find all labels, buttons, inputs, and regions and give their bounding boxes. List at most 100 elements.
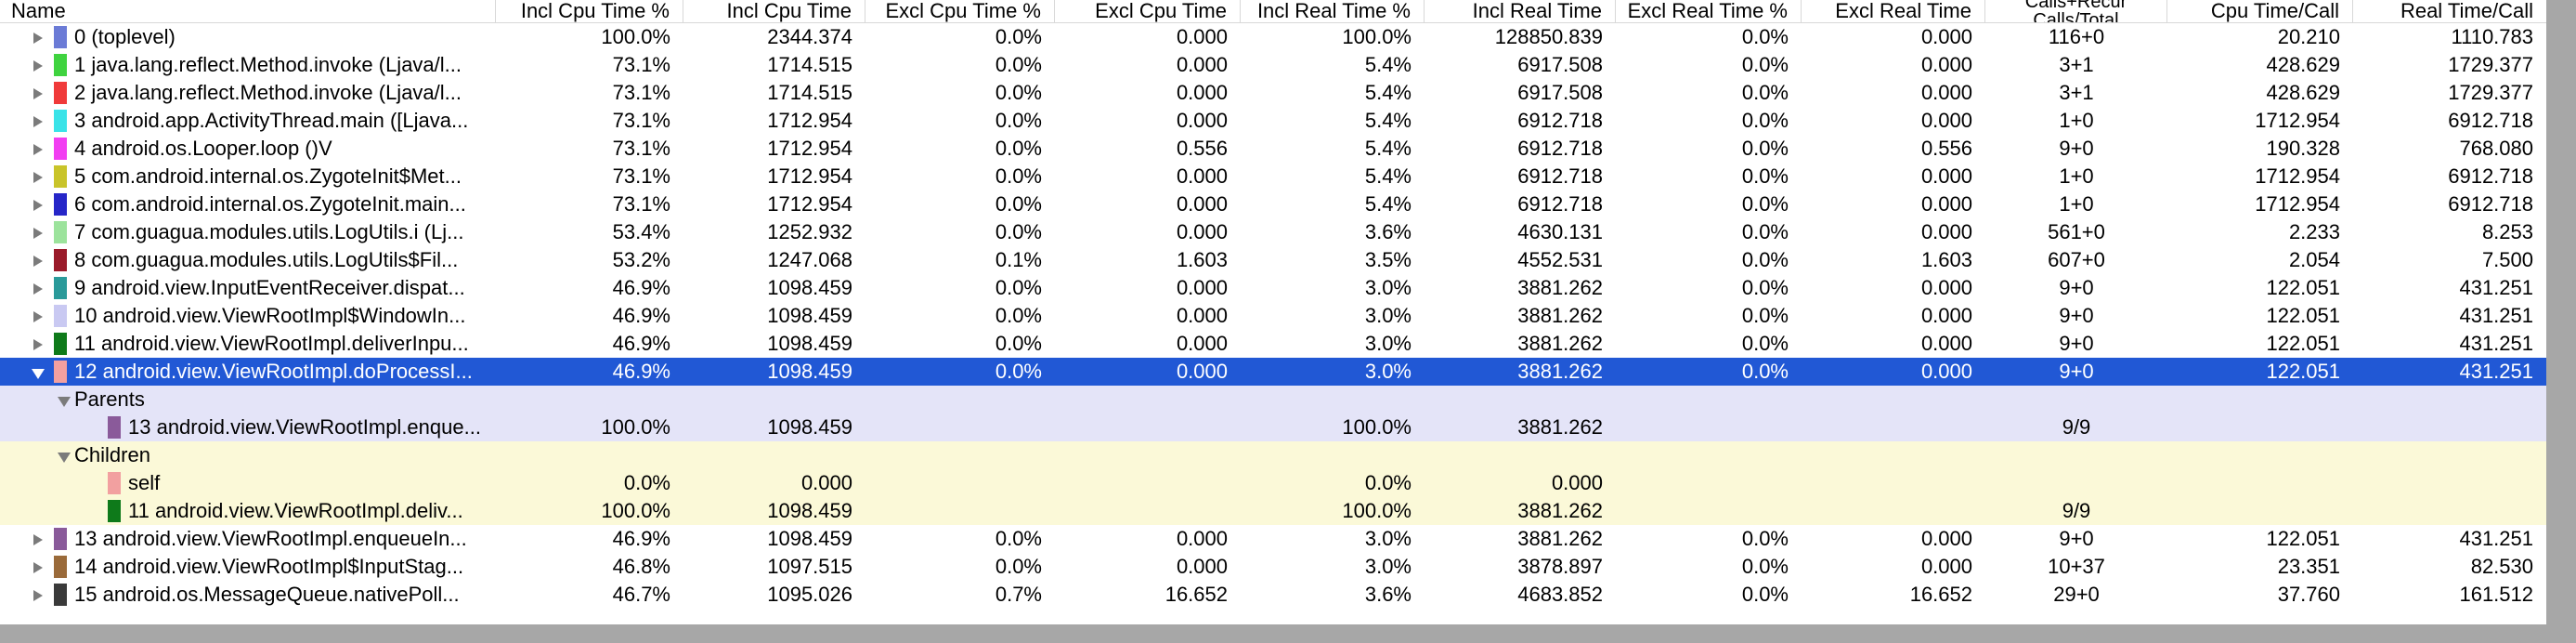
cell-incl-cpu-pct: 46.8% [612,555,670,578]
row-name-cell: 11 android.view.ViewRootImpl.deliverInpu… [0,330,496,358]
table-row[interactable]: 12 android.view.ViewRootImpl.doProcessI.… [0,358,2546,386]
table-row[interactable]: 7 com.guagua.modules.utils.LogUtils.i (L… [0,218,2546,246]
cell-incl-cpu: 1098.459 [767,527,852,550]
cell-incl-real-pct: 5.4% [1364,192,1412,216]
cell-incl-real-pct: 3.6% [1364,220,1412,243]
cell-excl-real-pct: 0.0% [1741,81,1789,104]
method-color-swatch [54,361,67,383]
cell-real-per-call: 6912.718 [2448,192,2533,216]
disclosure-expanded-icon[interactable] [58,397,71,407]
disclosure-collapsed-icon[interactable] [33,88,43,99]
cell-incl-cpu: 1714.515 [767,53,852,76]
cell-incl-cpu-pct: 73.1% [612,164,670,188]
disclosure-collapsed-icon[interactable] [33,60,43,72]
column-header-real-per-call[interactable]: Real Time/Call [2400,0,2533,22]
cell-excl-real: 0.000 [1920,164,1972,188]
table-row[interactable]: 11 android.view.ViewRootImpl.deliverInpu… [0,330,2546,358]
table-row[interactable]: 14 android.view.ViewRootImpl$InputStag..… [0,553,2546,581]
disclosure-collapsed-icon[interactable] [33,562,43,573]
cell-excl-cpu-pct: 0.0% [995,25,1042,48]
disclosure-collapsed-icon[interactable] [33,283,43,295]
cell-incl-cpu: 1247.068 [767,248,852,271]
row-name-cell: 10 android.view.ViewRootImpl$WindowIn... [0,302,496,330]
horizontal-scrollbar[interactable] [0,624,2576,643]
table-row[interactable]: 6 com.android.internal.os.ZygoteInit.mai… [0,190,2546,218]
column-header-name[interactable]: Name [0,0,496,22]
cell-incl-cpu: 1097.515 [767,555,852,578]
relation-row[interactable]: self 0.0% 0.000 0.0% 0.000 [0,469,2546,497]
disclosure-collapsed-icon[interactable] [33,172,43,183]
disclosure-collapsed-icon[interactable] [33,311,43,322]
column-header-cpu-per-call[interactable]: Cpu Time/Call [2167,0,2353,22]
cell-incl-real: 6912.718 [1517,137,1603,160]
children-section-header[interactable]: Children [0,441,2546,469]
cell-real-per-call: 431.251 [2459,304,2533,327]
relation-row[interactable]: 11 android.view.ViewRootImpl.deliv... 100… [0,497,2546,525]
method-color-swatch [54,82,67,104]
vertical-scrollbar[interactable] [2546,0,2576,643]
table-row[interactable]: 13 android.view.ViewRootImpl.enqueueIn..… [0,525,2546,553]
cell-excl-cpu-pct: 0.0% [995,53,1042,76]
method-name: 12 android.view.ViewRootImpl.doProcessI.… [74,360,473,383]
cell-incl-real: 4630.131 [1517,220,1603,243]
disclosure-collapsed-icon[interactable] [33,590,43,601]
disclosure-collapsed-icon[interactable] [33,33,43,44]
column-header-excl-real[interactable]: Excl Real Time [1802,0,1985,22]
table-row[interactable]: 0 (toplevel) 100.0% 2344.374 0.0% 0.000 100.0… [0,23,2546,51]
cell-incl-real-pct: 3.0% [1364,360,1412,383]
cell-calls: 607+0 [2048,248,2105,271]
column-header-excl-real-pct[interactable]: Excl Real Time % [1616,0,1802,22]
disclosure-collapsed-icon[interactable] [33,144,43,155]
cell-excl-cpu-pct: 0.0% [995,555,1042,578]
cell-excl-real-pct: 0.0% [1741,276,1789,299]
cell-incl-cpu: 1098.459 [767,360,852,383]
table-row[interactable]: 4 android.os.Looper.loop ()V 73.1% 1712.95… [0,135,2546,163]
table-row[interactable]: 10 android.view.ViewRootImpl$WindowIn...… [0,302,2546,330]
column-header-incl-cpu[interactable]: Incl Cpu Time [683,0,865,22]
cell-incl-cpu-pct: 73.1% [612,81,670,104]
table-row[interactable]: 9 android.view.InputEventReceiver.dispat… [0,274,2546,302]
row-name-cell: 14 android.view.ViewRootImpl$InputStag..… [0,553,496,581]
column-header-calls[interactable]: Calls+Recur Calls/Total [1985,0,2167,22]
disclosure-collapsed-icon[interactable] [33,339,43,350]
cell-calls: 116+0 [2048,25,2105,48]
cell-cpu-per-call: 2.233 [2288,220,2340,243]
cell-incl-real: 3881.262 [1517,360,1603,383]
cell-real-per-call: 6912.718 [2448,164,2533,188]
disclosure-collapsed-icon[interactable] [33,534,43,545]
method-name: 11 android.view.ViewRootImpl.deliverInpu… [74,332,469,355]
cell-excl-real: 0.556 [1920,137,1972,160]
cell-incl-real-pct: 3.0% [1364,527,1412,550]
table-row[interactable]: 1 java.lang.reflect.Method.invoke (Ljava… [0,51,2546,79]
table-row[interactable]: 5 com.android.internal.os.ZygoteInit$Met… [0,163,2546,190]
table-row[interactable]: 8 com.guagua.modules.utils.LogUtils$Fil.… [0,246,2546,274]
cell-excl-cpu: 0.000 [1176,304,1228,327]
relation-row[interactable]: 13 android.view.ViewRootImpl.enque... 100… [0,413,2546,441]
table-row[interactable]: 2 java.lang.reflect.Method.invoke (Ljava… [0,79,2546,107]
disclosure-collapsed-icon[interactable] [33,256,43,267]
row-name-cell: 8 com.guagua.modules.utils.LogUtils$Fil.… [0,246,496,274]
method-name: 4 android.os.Looper.loop ()V [74,137,332,160]
column-header-incl-real-pct[interactable]: Incl Real Time % [1241,0,1425,22]
cell-excl-cpu-pct: 0.1% [995,248,1042,271]
disclosure-collapsed-icon[interactable] [33,200,43,211]
cell-incl-cpu-pct: 46.9% [612,276,670,299]
disclosure-expanded-icon[interactable] [58,453,71,463]
parents-section-header[interactable]: Parents [0,386,2546,413]
method-color-swatch [108,500,121,522]
column-header-calls-line2: Calls/Total [2033,10,2119,22]
column-header-incl-cpu-pct[interactable]: Incl Cpu Time % [496,0,683,22]
row-name-cell: 6 com.android.internal.os.ZygoteInit.mai… [0,190,496,218]
disclosure-collapsed-icon[interactable] [33,116,43,127]
column-header-excl-cpu[interactable]: Excl Cpu Time [1055,0,1241,22]
method-name: 15 android.os.MessageQueue.nativePoll... [74,583,460,606]
cell-incl-real-pct: 0.0% [1364,471,1412,494]
cell-real-per-call: 8.253 [2481,220,2533,243]
disclosure-collapsed-icon[interactable] [33,228,43,239]
disclosure-expanded-icon[interactable] [32,369,45,379]
column-header-incl-real[interactable]: Incl Real Time [1425,0,1616,22]
cell-excl-real: 0.000 [1920,276,1972,299]
column-header-excl-cpu-pct[interactable]: Excl Cpu Time % [865,0,1055,22]
table-row[interactable]: 3 android.app.ActivityThread.main ([Ljav… [0,107,2546,135]
table-row[interactable]: 15 android.os.MessageQueue.nativePoll...… [0,581,2546,609]
